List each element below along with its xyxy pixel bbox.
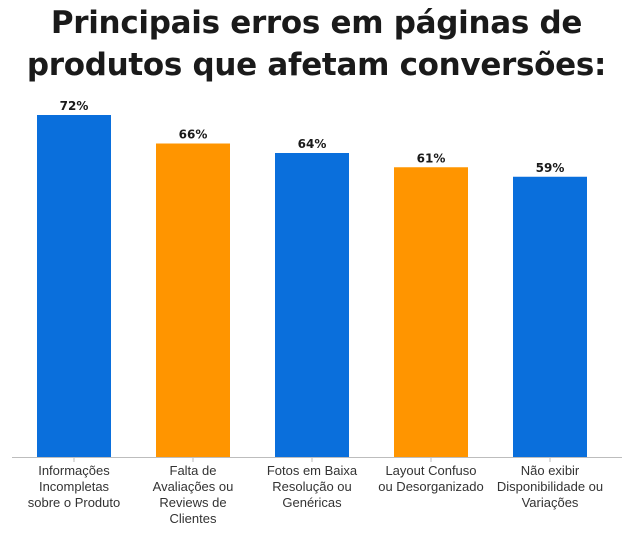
- category-label-4-line-2: ou Desorganizado: [378, 479, 484, 494]
- category-label-5-line-3: Variações: [521, 495, 579, 510]
- category-label-5-line-2: Disponibilidade ou: [496, 479, 604, 494]
- category-label-3-line-2: Resolução ou: [272, 479, 352, 494]
- category-label-1-line-1: Informações: [38, 463, 110, 478]
- category-label-2: Falta de Avaliações ou Reviews de Clientes: [128, 463, 258, 527]
- data-label-3: 64%: [298, 137, 327, 151]
- category-label-1-line-3: sobre o Produto: [27, 495, 121, 510]
- category-label-3-line-1: Fotos em Baixa: [266, 463, 358, 478]
- bar-2: [156, 143, 230, 457]
- chart-title: Principais erros em páginas de produtos …: [0, 2, 633, 86]
- category-label-5: Não exibir Disponibilidade ou Variações: [485, 463, 615, 511]
- category-label-3-line-3: Genéricas: [282, 495, 342, 510]
- bar-4: [394, 167, 468, 457]
- category-label-1: Informações Incompletas sobre o Produto: [9, 463, 139, 511]
- chart-title-line-2: produtos que afetam conversões:: [26, 47, 607, 83]
- data-label-1: 72%: [60, 99, 89, 113]
- category-label-4: Layout Confuso ou Desorganizado: [366, 463, 496, 495]
- category-label-5-line-1: Não exibir: [520, 463, 580, 478]
- category-label-2-line-1: Falta de: [169, 463, 217, 478]
- data-label-5: 59%: [536, 161, 565, 175]
- bar-3: [275, 153, 349, 457]
- bar-5: [513, 176, 587, 457]
- category-label-2-line-2: Avaliações ou: [152, 479, 234, 494]
- category-label-3: Fotos em Baixa Resolução ou Genéricas: [247, 463, 377, 511]
- bar-1: [37, 115, 111, 457]
- category-label-4-line-1: Layout Confuso: [385, 463, 477, 478]
- data-label-4: 61%: [417, 151, 446, 165]
- category-label-2-line-4: Clientes: [169, 511, 217, 526]
- category-label-2-line-3: Reviews de: [159, 495, 227, 510]
- chart-title-line-1: Principais erros em páginas de: [50, 5, 583, 41]
- data-label-2: 66%: [179, 128, 208, 142]
- category-label-1-line-2: Incompletas: [38, 479, 110, 494]
